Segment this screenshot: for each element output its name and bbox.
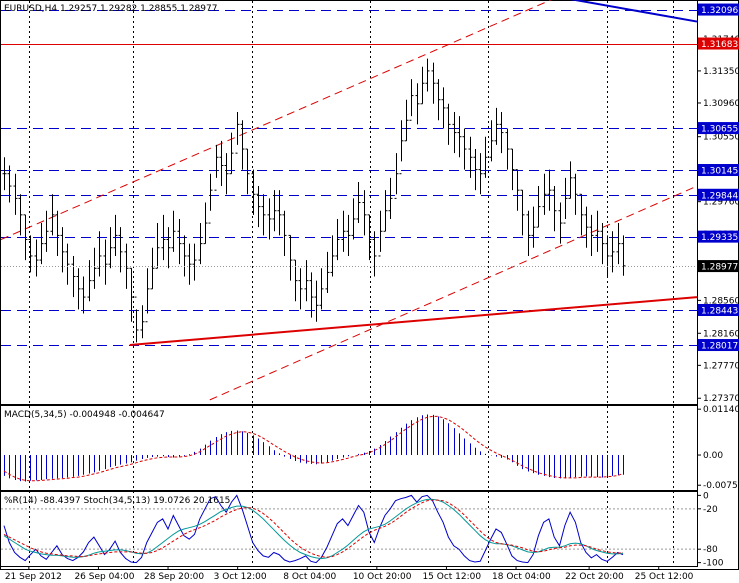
level-price-tag-text: 1.28017 — [701, 342, 738, 352]
price-panel-frame — [0, 0, 698, 405]
time-axis-label: 26 Sep 04:00 — [74, 572, 134, 582]
price-axis-label: 1.29760 — [703, 198, 739, 208]
current-price-tag — [698, 260, 739, 273]
level-price-tag-text: 1.29335 — [701, 233, 738, 243]
time-axis-label: 15 Oct 12:00 — [422, 572, 481, 582]
macd-axis-label: 0.00 — [703, 451, 723, 461]
oscillator-axis-label: 0 — [703, 491, 709, 501]
level-price-tag — [698, 37, 739, 50]
level-price-tag-text: 1.31683 — [701, 40, 738, 50]
trendline — [569, 0, 698, 23]
time-axis-label: 8 Oct 04:00 — [283, 572, 336, 582]
time-axis-label: 25 Oct 12:00 — [635, 572, 694, 582]
oscillator-axis-label: -100 — [703, 559, 724, 569]
level-price-tag — [698, 303, 739, 316]
time-axis-label: 18 Oct 04:00 — [492, 572, 551, 582]
macd-panel-frame — [0, 405, 698, 491]
level-price-tag-text: 1.29844 — [701, 191, 738, 201]
osc-panel-frame — [0, 491, 698, 567]
price-axis-label: 1.31350 — [703, 67, 739, 77]
level-price-tag — [698, 188, 739, 201]
trendline — [0, 0, 552, 240]
level-price-tag-text: 1.30655 — [701, 125, 738, 135]
oscillator-series-line — [3, 498, 624, 560]
price-axis-label: 1.27370 — [703, 394, 739, 404]
time-axis-label: 28 Sep 20:00 — [144, 572, 204, 582]
level-price-tag-text: 1.30145 — [701, 167, 738, 177]
oscillator-series-line — [3, 494, 624, 564]
time-axis-label: 10 Oct 20:00 — [353, 572, 412, 582]
oscillator-axis-label: -80 — [703, 545, 718, 555]
oscillator-panel-title: %R(14) -88.4397 Stoch(34,5,13) 19.0726 2… — [4, 496, 230, 506]
level-price-tag-text: 1.28443 — [701, 306, 738, 316]
macd-panel-title: MACD(5,34,5) -0.004948 -0.004647 — [4, 410, 165, 420]
level-price-tag — [698, 122, 739, 135]
time-axis-label: 3 Oct 12:00 — [214, 572, 267, 582]
macd-signal-line — [3, 415, 624, 482]
price-axis-label: 1.30960 — [703, 99, 739, 109]
level-price-tag — [698, 339, 739, 352]
level-price-tag — [698, 230, 739, 243]
macd-axis-label: -0.00751 — [703, 481, 739, 491]
oscillator-series-line — [3, 499, 624, 558]
current-price-tag-text: 1.28977 — [701, 263, 738, 273]
price-panel-title: EURUSD,H4 1.29257 1.29282 1.28855 1.2897… — [4, 4, 217, 14]
time-axis-label: 21 Sep 2012 — [5, 572, 62, 582]
macd-axis-label: 0.011409 — [703, 405, 739, 415]
oscillator-axis-label: -20 — [703, 505, 718, 515]
chart-frame — [0, 0, 739, 570]
price-axis-label: 1.27770 — [703, 361, 739, 371]
price-axis-label: 1.28160 — [703, 329, 739, 339]
price-axis-label: 1.28560 — [703, 296, 739, 306]
price-axis-label: 1.30550 — [703, 133, 739, 143]
trendline — [209, 185, 698, 401]
time-axis-label: 22 Oct 20:00 — [565, 572, 624, 582]
level-price-tag-text: 1.32096 — [701, 6, 738, 16]
trendline — [129, 296, 698, 347]
level-price-tag — [698, 3, 739, 16]
level-price-tag — [698, 164, 739, 177]
